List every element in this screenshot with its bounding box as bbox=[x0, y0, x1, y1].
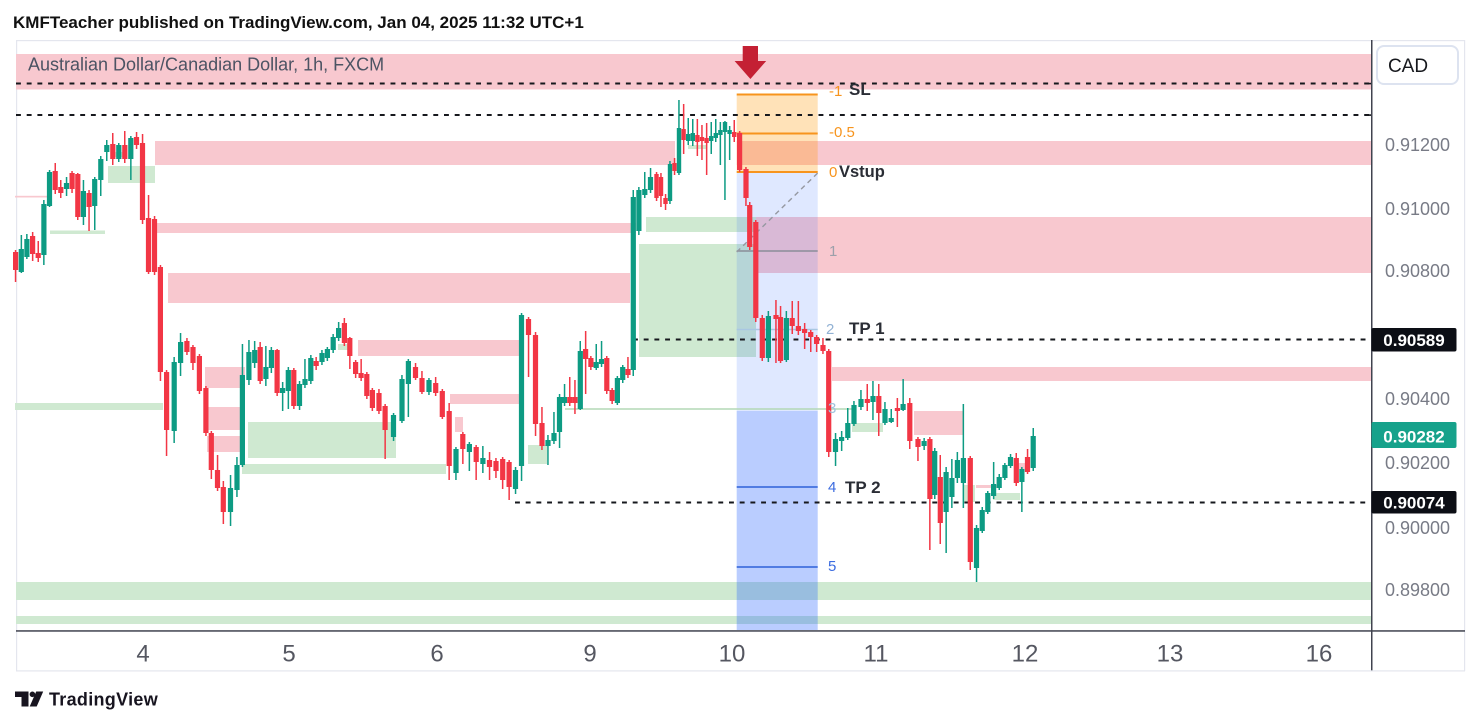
svg-text:Australian Dollar/Canadian Dol: Australian Dollar/Canadian Dollar, 1h, F… bbox=[28, 55, 384, 75]
svg-text:2: 2 bbox=[826, 321, 834, 338]
svg-text:KMFTeacher published on Tradin: KMFTeacher published on TradingView.com,… bbox=[13, 13, 584, 32]
svg-text:6: 6 bbox=[430, 641, 443, 668]
svg-text:0.90800: 0.90800 bbox=[1385, 261, 1450, 281]
svg-text:TradingView: TradingView bbox=[49, 690, 159, 710]
svg-text:0.91000: 0.91000 bbox=[1385, 199, 1450, 219]
svg-text:10: 10 bbox=[719, 641, 746, 668]
svg-text:5: 5 bbox=[282, 641, 295, 668]
svg-text:0: 0 bbox=[829, 164, 837, 181]
svg-text:4: 4 bbox=[828, 479, 836, 496]
svg-text:5: 5 bbox=[828, 558, 836, 575]
svg-text:1: 1 bbox=[829, 243, 837, 260]
svg-text:TP 2: TP 2 bbox=[845, 478, 881, 497]
svg-text:9: 9 bbox=[583, 641, 596, 668]
svg-text:SL: SL bbox=[849, 80, 871, 99]
svg-text:-1: -1 bbox=[829, 83, 842, 100]
svg-text:16: 16 bbox=[1306, 641, 1333, 668]
svg-text:3: 3 bbox=[828, 400, 836, 417]
svg-text:13: 13 bbox=[1157, 641, 1184, 668]
svg-text:CAD: CAD bbox=[1388, 56, 1428, 77]
svg-text:TP 1: TP 1 bbox=[849, 319, 885, 338]
svg-text:0.91200: 0.91200 bbox=[1385, 135, 1450, 155]
svg-text:0.90589: 0.90589 bbox=[1383, 331, 1444, 350]
svg-text:4: 4 bbox=[136, 641, 149, 668]
svg-text:0.90000: 0.90000 bbox=[1385, 518, 1450, 538]
svg-text:12: 12 bbox=[1012, 641, 1039, 668]
svg-text:0.90074: 0.90074 bbox=[1383, 494, 1445, 513]
svg-text:11: 11 bbox=[864, 641, 889, 668]
svg-text:-0.5: -0.5 bbox=[829, 124, 855, 141]
svg-text:0.89800: 0.89800 bbox=[1385, 580, 1450, 600]
svg-text:0.90400: 0.90400 bbox=[1385, 389, 1450, 409]
svg-text:Vstup: Vstup bbox=[839, 163, 885, 181]
svg-text:0.90200: 0.90200 bbox=[1385, 453, 1450, 473]
svg-text:0.90282: 0.90282 bbox=[1383, 428, 1444, 447]
